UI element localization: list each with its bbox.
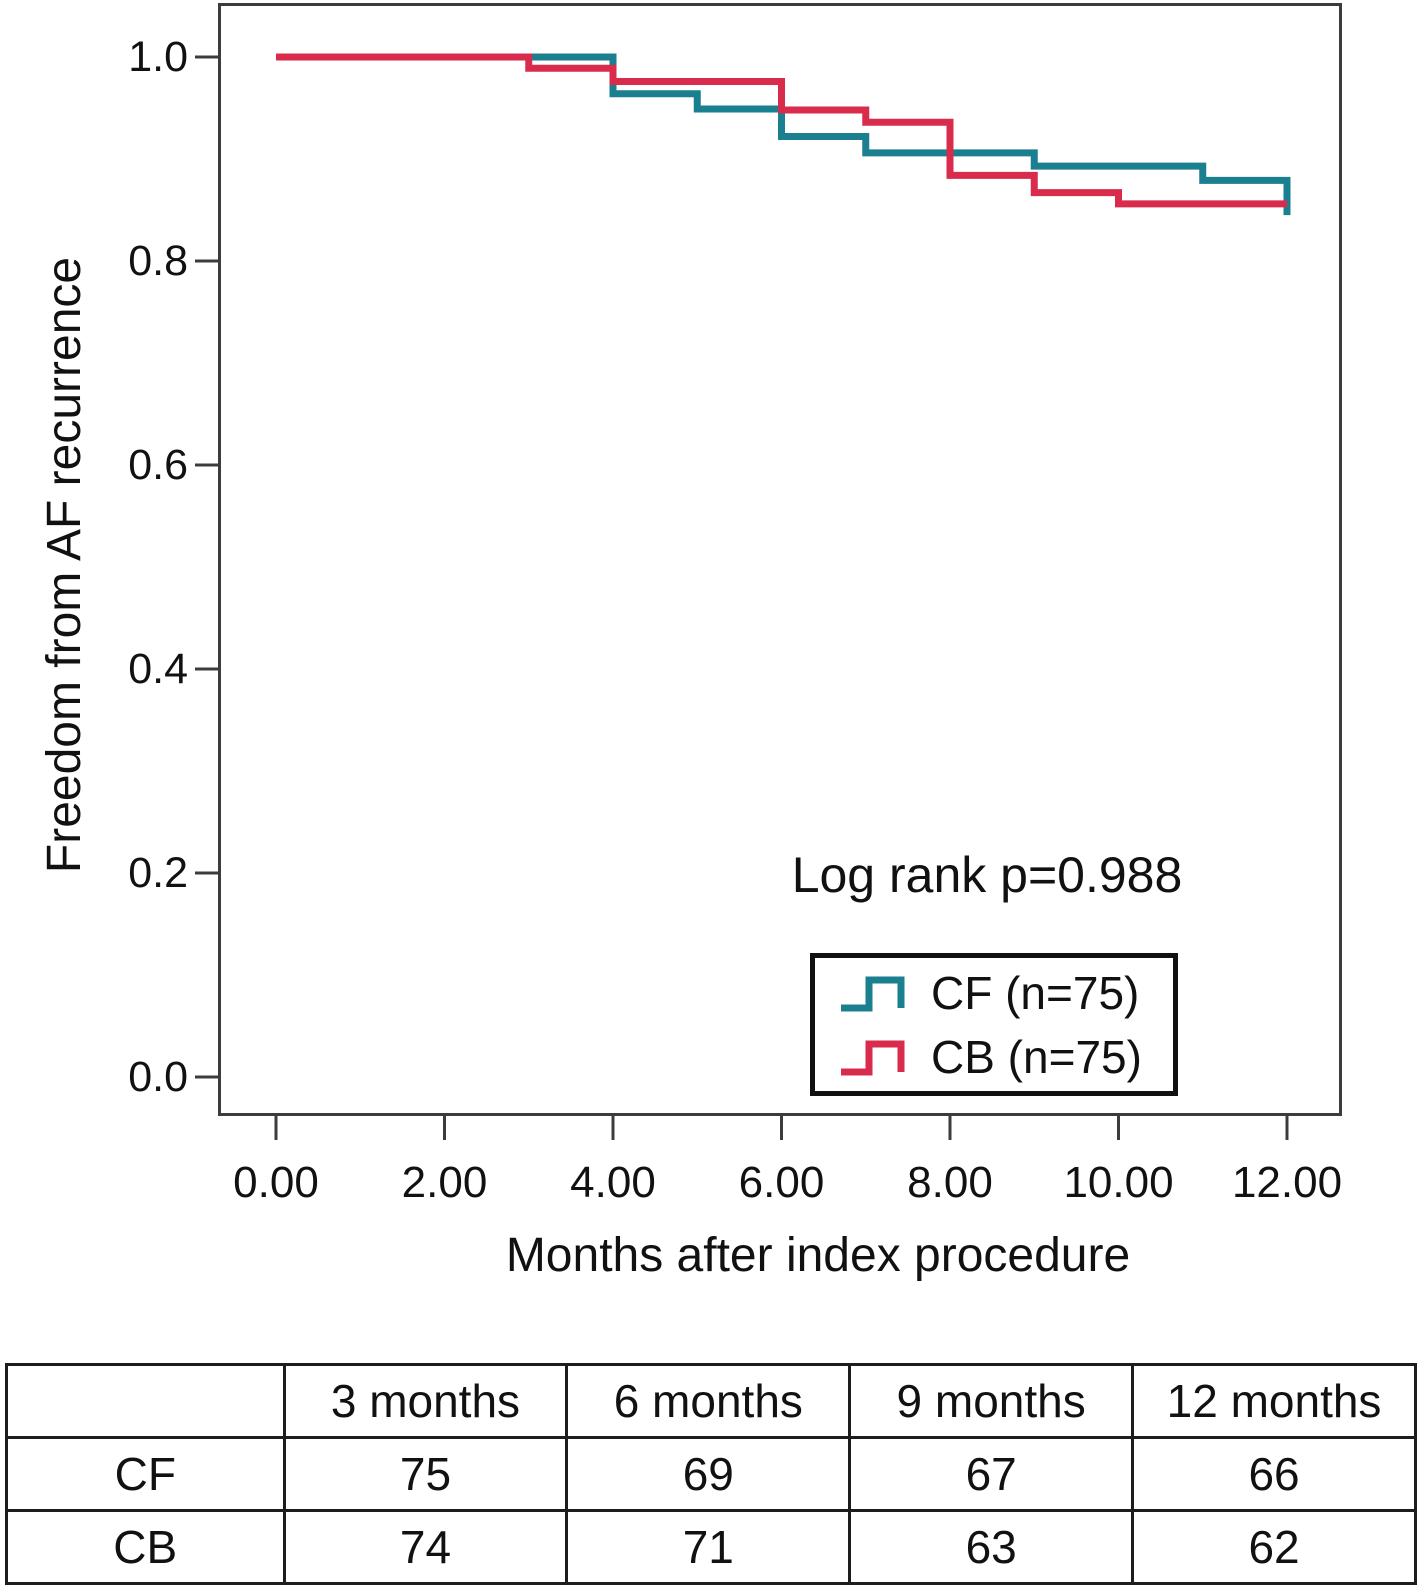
legend-item-cf: CF (n=75)	[837, 962, 1173, 1024]
y-tick-label: 0.4	[128, 645, 188, 693]
at-risk-count: 62	[1131, 1509, 1417, 1585]
table-row-cf: CF 75 69 67 66	[5, 1436, 1417, 1512]
at-risk-count: 66	[1131, 1436, 1417, 1512]
y-tick-label: 0.2	[128, 849, 188, 897]
legend-label: CB (n=75)	[931, 1030, 1142, 1083]
at-risk-count: 63	[848, 1509, 1135, 1585]
x-tick-label: 12.00	[1231, 1158, 1343, 1207]
row-label: CF	[5, 1436, 286, 1512]
y-tick-label: 1.0	[128, 33, 188, 81]
at-risk-count: 71	[565, 1509, 852, 1585]
at-risk-count: 67	[848, 1436, 1135, 1512]
legend-step-swatch-cf	[841, 976, 905, 1011]
plot-frame	[218, 3, 1342, 1116]
log-rank-p-value: Log rank p=0.988	[791, 847, 1183, 903]
numbers-at-risk-table: 3 months 6 months 9 months 12 months CF 75 69 6…	[5, 1363, 1417, 1585]
x-tick-label: 0.00	[233, 1158, 319, 1207]
x-tick-label: 4.00	[570, 1158, 656, 1207]
at-risk-count: 75	[282, 1436, 569, 1512]
table-header-row: 3 months 6 months 9 months 12 months	[5, 1363, 1417, 1439]
table-row-cb: CB 74 71 63 62	[5, 1509, 1417, 1585]
table-corner-cell	[5, 1363, 286, 1439]
table-header-cell: 12 months	[1131, 1363, 1417, 1439]
legend-label: CF (n=75)	[931, 966, 1140, 1019]
x-tick-label: 2.00	[401, 1158, 488, 1207]
x-tick-label: 6.00	[738, 1158, 825, 1207]
at-risk-count: 69	[565, 1436, 852, 1512]
legend-item-cb: CB (n=75)	[837, 1026, 1173, 1088]
table-header-cell: 3 months	[282, 1363, 569, 1439]
y-tick-label: 0.0	[128, 1053, 188, 1101]
km-curve-cf	[276, 53, 1291, 216]
x-tick-label: 8.00	[907, 1158, 993, 1207]
legend-box: CF (n=75) CB (n=75)	[810, 953, 1178, 1096]
table-header-cell: 9 months	[848, 1363, 1135, 1439]
km-curve-cb	[276, 53, 1287, 208]
x-axis-title: Months after index procedure	[505, 1229, 1131, 1282]
y-tick-label: 0.6	[128, 441, 188, 489]
y-tick-label: 0.8	[128, 237, 188, 285]
at-risk-count: 74	[282, 1509, 569, 1585]
legend-step-swatch-cb	[841, 1040, 905, 1075]
x-tick-label: 10.00	[1063, 1158, 1174, 1207]
table-header-cell: 6 months	[565, 1363, 852, 1439]
row-label: CB	[5, 1509, 286, 1585]
